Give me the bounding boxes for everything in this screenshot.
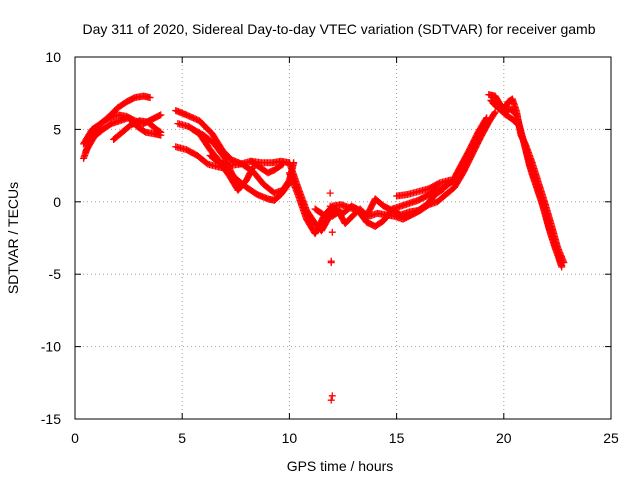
x-tick-label: 0 [71,430,79,446]
y-tick-label: 10 [45,49,61,65]
axis-ticks: 0 5 10 15 20 25 -15 -10 -5 0 5 10 [41,49,619,446]
data-point [440,185,448,193]
x-tick-label: 25 [603,430,619,446]
data-point [146,94,154,102]
data-point [446,176,454,184]
data-point [157,128,165,136]
y-tick-label: -10 [41,339,61,355]
outlier-point [328,392,336,400]
y-tick-label: 5 [53,121,61,137]
data-point [279,160,287,168]
outlier-point [327,396,335,404]
grid-lines [75,57,611,419]
data-point [439,186,447,194]
outlier-point [327,259,335,267]
data-point [482,115,490,123]
outlier-point [326,189,334,197]
plot-frame [74,56,612,420]
data-point [483,114,491,122]
x-tick-label: 5 [178,430,186,446]
data-point [278,161,286,169]
data-point [491,108,499,116]
data-point [558,263,566,271]
data-point [156,128,164,136]
outlier-point [326,202,334,210]
y-tick-label: 0 [53,194,61,210]
y-axis-label: SDTVAR / TECUs [5,182,21,294]
x-tick-label: 15 [389,430,405,446]
chart-title: Day 311 of 2020, Sidereal Day-to-day VTE… [82,21,595,37]
outlier-point [328,228,336,236]
data-points [80,91,568,404]
y-tick-label: -5 [49,266,62,282]
y-tick-label: -15 [41,411,61,427]
x-axis-label: GPS time / hours [287,458,394,474]
data-point [490,109,498,117]
x-tick-label: 10 [282,430,298,446]
data-point [157,111,165,119]
x-tick-label: 20 [496,430,512,446]
